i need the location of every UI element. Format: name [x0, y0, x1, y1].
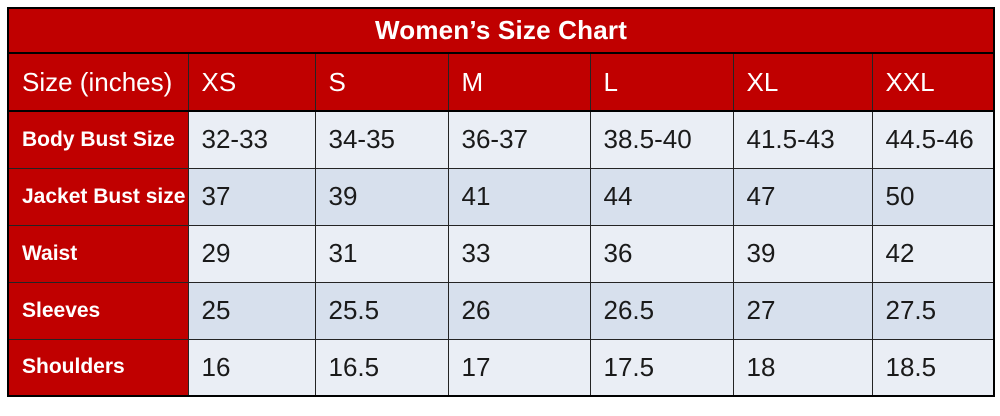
row-label: Waist	[7, 224, 189, 283]
table-cell: 16.5	[314, 338, 449, 397]
column-header-size-inches: Size (inches)	[7, 52, 189, 112]
table-cell: 39	[314, 167, 449, 226]
table-cell: 26	[447, 281, 591, 340]
table-cell: 27.5	[871, 281, 995, 340]
column-header-s: S	[314, 52, 449, 112]
table-cell: 31	[314, 224, 449, 283]
column-header-xl: XL	[732, 52, 873, 112]
table-cell: 26.5	[589, 281, 734, 340]
header-row: Size (inches) XS S M L XL XXL	[7, 52, 995, 112]
table-cell: 25.5	[314, 281, 449, 340]
table-row-jacket-bust: Jacket Bust size 37 39 41 44 47 50	[7, 167, 995, 226]
column-header-xs: XS	[187, 52, 316, 112]
table-cell: 27	[732, 281, 873, 340]
table-cell: 41.5-43	[732, 110, 873, 169]
table-cell: 34-35	[314, 110, 449, 169]
table-cell: 29	[187, 224, 316, 283]
title-row: Women’s Size Chart	[7, 7, 995, 54]
table-cell: 32-33	[187, 110, 316, 169]
size-chart-container: Women’s Size Chart Size (inches) XS S M …	[7, 7, 996, 397]
row-label: Body Bust Size	[7, 110, 189, 169]
size-chart-table: Women’s Size Chart Size (inches) XS S M …	[7, 7, 996, 397]
table-cell: 47	[732, 167, 873, 226]
table-cell: 39	[732, 224, 873, 283]
row-label: Jacket Bust size	[7, 167, 189, 226]
table-row-body-bust: Body Bust Size 32-33 34-35 36-37 38.5-40…	[7, 110, 995, 169]
table-cell: 16	[187, 338, 316, 397]
table-row-shoulders: Shoulders 16 16.5 17 17.5 18 18.5	[7, 338, 995, 397]
table-cell: 44.5-46	[871, 110, 995, 169]
column-header-xxl: XXL	[871, 52, 995, 112]
table-cell: 41	[447, 167, 591, 226]
column-header-l: L	[589, 52, 734, 112]
table-cell: 36-37	[447, 110, 591, 169]
table-cell: 50	[871, 167, 995, 226]
table-cell: 33	[447, 224, 591, 283]
row-label: Shoulders	[7, 338, 189, 397]
table-cell: 38.5-40	[589, 110, 734, 169]
table-cell: 17.5	[589, 338, 734, 397]
column-header-m: M	[447, 52, 591, 112]
table-cell: 36	[589, 224, 734, 283]
row-label: Sleeves	[7, 281, 189, 340]
table-cell: 44	[589, 167, 734, 226]
chart-title: Women’s Size Chart	[7, 7, 995, 54]
table-cell: 18	[732, 338, 873, 397]
table-row-waist: Waist 29 31 33 36 39 42	[7, 224, 995, 283]
table-cell: 37	[187, 167, 316, 226]
table-cell: 17	[447, 338, 591, 397]
table-cell: 25	[187, 281, 316, 340]
table-cell: 18.5	[871, 338, 995, 397]
table-row-sleeves: Sleeves 25 25.5 26 26.5 27 27.5	[7, 281, 995, 340]
table-cell: 42	[871, 224, 995, 283]
